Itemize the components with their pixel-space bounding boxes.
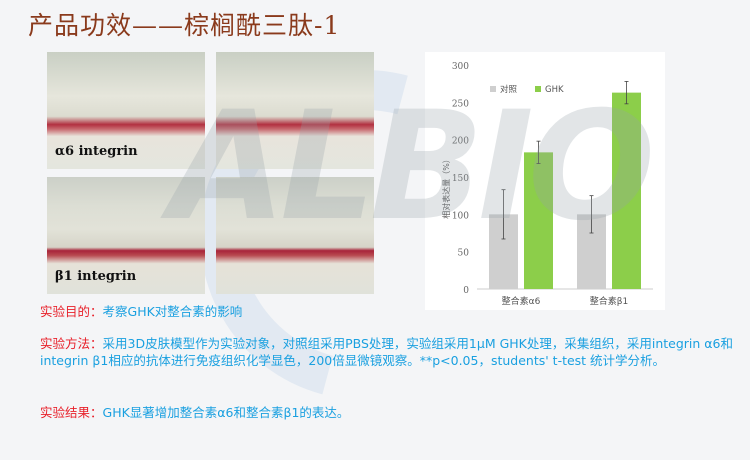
method-value: 采用3D皮肤模型作为实验对象，对照组采用PBS处理，实验组采用1μM GHK处理…: [40, 336, 733, 368]
y-tick-label: 200: [452, 137, 469, 147]
purpose-text: 实验目的：考察GHK对整合素的影响: [40, 303, 740, 320]
micrograph-beta1-control: β1 integrin: [47, 177, 205, 294]
purpose-label: 实验目的：: [40, 304, 103, 319]
method-label: 实验方法：: [40, 336, 103, 351]
y-tick-label: 50: [458, 249, 470, 259]
y-tick-label: 150: [452, 174, 469, 184]
y-tick-label: 250: [452, 99, 469, 109]
y-tick-label: 0: [463, 286, 469, 296]
page-title: 产品功效——棕榈酰三肽-1: [28, 11, 341, 40]
legend-swatch: [535, 86, 541, 92]
bar: [612, 92, 641, 289]
result-value: GHK显著增加整合素α6和整合素β1的表达。: [102, 405, 350, 420]
micrograph-label: α6 integrin: [55, 144, 138, 159]
bar: [524, 152, 553, 289]
x-tick-label: 整合素β1: [590, 295, 628, 307]
legend-label: GHK: [545, 85, 564, 95]
y-axis-label: 相对表达量（%）: [441, 155, 451, 219]
y-tick-label: 300: [452, 62, 469, 72]
micrograph-alpha6-ghk: [216, 52, 374, 169]
micrograph-label: β1 integrin: [55, 269, 137, 284]
x-tick-label: 整合素α6: [502, 295, 541, 307]
method-text: 实验方法：采用3D皮肤模型作为实验对象，对照组采用PBS处理，实验组采用1μM …: [40, 335, 740, 369]
bar-chart: 0 50 100 150 200 250 300 相对表达量（%） 整合素α6 整合素β1 对照 GH…: [425, 52, 665, 310]
result-text: 实验结果：GHK显著增加整合素α6和整合素β1的表达。: [40, 404, 740, 421]
legend-label: 对照: [500, 84, 518, 95]
micrograph-beta1-ghk: [216, 177, 374, 294]
purpose-value: 考察GHK对整合素的影响: [102, 304, 243, 319]
result-label: 实验结果：: [40, 405, 103, 420]
legend-swatch: [490, 86, 496, 92]
micrograph-alpha6-control: α6 integrin: [47, 52, 205, 169]
y-tick-label: 100: [452, 211, 469, 221]
